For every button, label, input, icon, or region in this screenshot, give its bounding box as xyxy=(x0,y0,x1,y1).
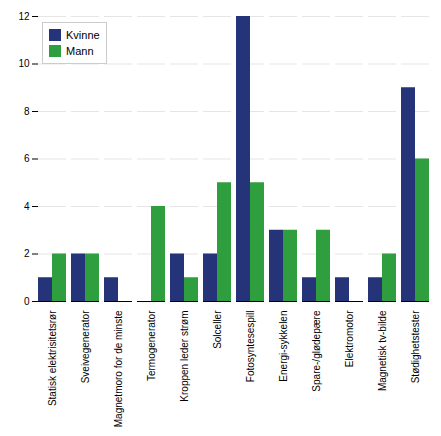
svg-text:6: 6 xyxy=(24,153,30,164)
svg-text:Magnetisk tv-bilde: Magnetisk tv-bilde xyxy=(377,310,388,391)
svg-text:Kroppen leder strøm: Kroppen leder strøm xyxy=(179,311,190,402)
svg-text:0: 0 xyxy=(24,296,30,307)
svg-text:Termogenerator: Termogenerator xyxy=(146,310,157,381)
svg-text:Fotosyntesespill: Fotosyntesespill xyxy=(245,311,256,383)
svg-text:8: 8 xyxy=(24,106,30,117)
svg-text:10: 10 xyxy=(18,58,30,69)
svg-text:Statisk elektrisitetsrør: Statisk elektrisitetsrør xyxy=(47,310,58,406)
svg-text:2: 2 xyxy=(24,248,30,259)
svg-text:Stødighetstester: Stødighetstester xyxy=(410,310,421,383)
svg-text:Solceller: Solceller xyxy=(212,310,223,349)
svg-text:4: 4 xyxy=(24,201,30,212)
html-text:Mann: Mann xyxy=(66,45,94,57)
svg-text:Elektromotor: Elektromotor xyxy=(344,310,355,367)
html-text:Kvinne: Kvinne xyxy=(66,29,100,41)
svg-text:Energi-sykkelen: Energi-sykkelen xyxy=(278,311,289,382)
svg-text:Sveivegenerator: Sveivegenerator xyxy=(80,310,91,383)
svg-text:12: 12 xyxy=(18,11,30,22)
svg-text:Magnetmoro for de minste: Magnetmoro for de minste xyxy=(113,310,124,427)
svg-text:Spare-/glødepære: Spare-/glødepære xyxy=(311,310,322,392)
